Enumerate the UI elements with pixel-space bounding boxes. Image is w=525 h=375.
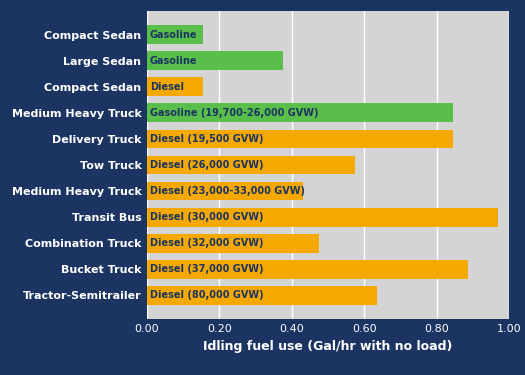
Bar xyxy=(147,51,283,70)
Text: Diesel (37,000 GVW): Diesel (37,000 GVW) xyxy=(150,264,264,274)
X-axis label: Idling fuel use (Gal/hr with no load): Idling fuel use (Gal/hr with no load) xyxy=(204,340,453,353)
Bar xyxy=(147,129,453,148)
Bar xyxy=(147,156,355,174)
Bar xyxy=(147,182,303,201)
Text: Diesel (80,000 GVW): Diesel (80,000 GVW) xyxy=(150,290,264,300)
Bar xyxy=(147,208,498,226)
Text: Gasoline (19,700-26,000 GVW): Gasoline (19,700-26,000 GVW) xyxy=(150,108,318,118)
Text: Gasoline: Gasoline xyxy=(150,30,197,40)
Text: Diesel (32,000 GVW): Diesel (32,000 GVW) xyxy=(150,238,264,248)
Bar xyxy=(147,77,203,96)
Text: Diesel (19,500 GVW): Diesel (19,500 GVW) xyxy=(150,134,264,144)
Bar xyxy=(147,25,203,44)
Bar xyxy=(147,104,453,122)
Bar xyxy=(147,234,319,253)
Bar xyxy=(147,260,468,279)
Bar xyxy=(147,286,377,305)
Text: Gasoline: Gasoline xyxy=(150,56,197,66)
Text: Diesel (30,000 GVW): Diesel (30,000 GVW) xyxy=(150,212,264,222)
Text: Diesel (23,000-33,000 GVW): Diesel (23,000-33,000 GVW) xyxy=(150,186,305,196)
Text: Diesel: Diesel xyxy=(150,82,184,92)
Text: Diesel (26,000 GVW): Diesel (26,000 GVW) xyxy=(150,160,264,170)
